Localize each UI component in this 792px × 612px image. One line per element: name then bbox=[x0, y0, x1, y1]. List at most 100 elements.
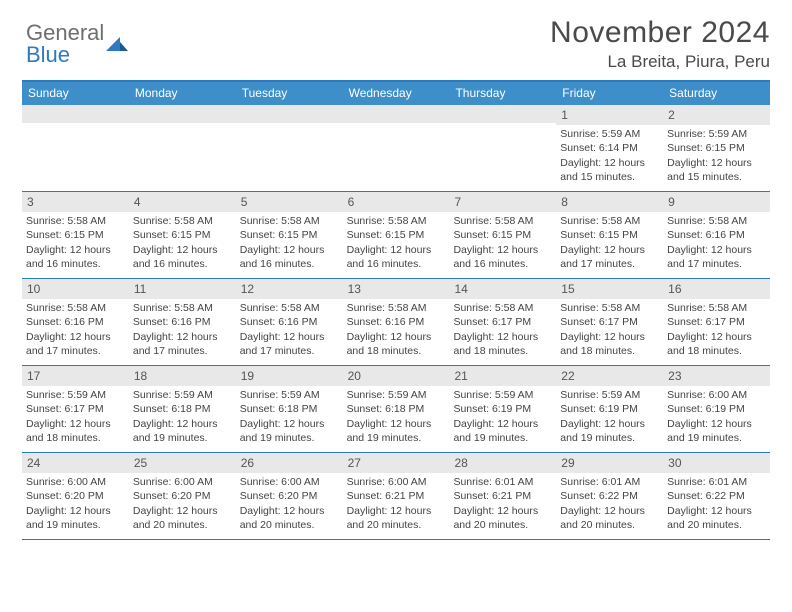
sunrise-text: Sunrise: 5:58 AM bbox=[667, 301, 766, 315]
day-number: 12 bbox=[236, 279, 343, 299]
sunrise-text: Sunrise: 6:01 AM bbox=[560, 475, 659, 489]
daylight-text: Daylight: 12 hours and 20 minutes. bbox=[560, 504, 659, 532]
day-number: 30 bbox=[663, 453, 770, 473]
calendar-cell: 25Sunrise: 6:00 AMSunset: 6:20 PMDayligh… bbox=[129, 453, 236, 539]
weeks-container: 1Sunrise: 5:59 AMSunset: 6:14 PMDaylight… bbox=[22, 105, 770, 540]
calendar-week: 17Sunrise: 5:59 AMSunset: 6:17 PMDayligh… bbox=[22, 366, 770, 453]
day-number: 16 bbox=[663, 279, 770, 299]
sunrise-text: Sunrise: 5:58 AM bbox=[26, 214, 125, 228]
calendar-cell: 18Sunrise: 5:59 AMSunset: 6:18 PMDayligh… bbox=[129, 366, 236, 452]
day-number: 24 bbox=[22, 453, 129, 473]
calendar-cell: 17Sunrise: 5:59 AMSunset: 6:17 PMDayligh… bbox=[22, 366, 129, 452]
calendar-cell: 1Sunrise: 5:59 AMSunset: 6:14 PMDaylight… bbox=[556, 105, 663, 191]
sunrise-text: Sunrise: 5:58 AM bbox=[347, 301, 446, 315]
day-body: Sunrise: 6:00 AMSunset: 6:19 PMDaylight:… bbox=[663, 386, 770, 447]
daylight-text: Daylight: 12 hours and 17 minutes. bbox=[133, 330, 232, 358]
day-body: Sunrise: 5:58 AMSunset: 6:16 PMDaylight:… bbox=[22, 299, 129, 360]
calendar-cell: 30Sunrise: 6:01 AMSunset: 6:22 PMDayligh… bbox=[663, 453, 770, 539]
calendar-cell: 11Sunrise: 5:58 AMSunset: 6:16 PMDayligh… bbox=[129, 279, 236, 365]
sunrise-text: Sunrise: 5:58 AM bbox=[453, 301, 552, 315]
calendar-cell: 12Sunrise: 5:58 AMSunset: 6:16 PMDayligh… bbox=[236, 279, 343, 365]
sunset-text: Sunset: 6:15 PM bbox=[240, 228, 339, 242]
day-body: Sunrise: 5:58 AMSunset: 6:17 PMDaylight:… bbox=[663, 299, 770, 360]
day-number bbox=[22, 105, 129, 123]
sunrise-text: Sunrise: 6:00 AM bbox=[347, 475, 446, 489]
daylight-text: Daylight: 12 hours and 18 minutes. bbox=[26, 417, 125, 445]
day-number: 15 bbox=[556, 279, 663, 299]
calendar-cell: 6Sunrise: 5:58 AMSunset: 6:15 PMDaylight… bbox=[343, 192, 450, 278]
day-body: Sunrise: 6:00 AMSunset: 6:20 PMDaylight:… bbox=[236, 473, 343, 534]
sunset-text: Sunset: 6:16 PM bbox=[240, 315, 339, 329]
daylight-text: Daylight: 12 hours and 16 minutes. bbox=[240, 243, 339, 271]
day-body bbox=[129, 123, 236, 127]
sunrise-text: Sunrise: 5:58 AM bbox=[560, 301, 659, 315]
logo-blue: Blue bbox=[26, 44, 104, 66]
day-number: 2 bbox=[663, 105, 770, 125]
sunset-text: Sunset: 6:20 PM bbox=[240, 489, 339, 503]
sunset-text: Sunset: 6:16 PM bbox=[26, 315, 125, 329]
day-body: Sunrise: 5:58 AMSunset: 6:15 PMDaylight:… bbox=[449, 212, 556, 273]
calendar-cell: 19Sunrise: 5:59 AMSunset: 6:18 PMDayligh… bbox=[236, 366, 343, 452]
calendar-cell: 15Sunrise: 5:58 AMSunset: 6:17 PMDayligh… bbox=[556, 279, 663, 365]
daylight-text: Daylight: 12 hours and 20 minutes. bbox=[240, 504, 339, 532]
daylight-text: Daylight: 12 hours and 15 minutes. bbox=[560, 156, 659, 184]
sunrise-text: Sunrise: 6:00 AM bbox=[26, 475, 125, 489]
calendar-cell: 16Sunrise: 5:58 AMSunset: 6:17 PMDayligh… bbox=[663, 279, 770, 365]
calendar-cell: 13Sunrise: 5:58 AMSunset: 6:16 PMDayligh… bbox=[343, 279, 450, 365]
day-number: 10 bbox=[22, 279, 129, 299]
day-number: 23 bbox=[663, 366, 770, 386]
daylight-text: Daylight: 12 hours and 18 minutes. bbox=[453, 330, 552, 358]
day-header-fri: Friday bbox=[556, 82, 663, 105]
day-header-sat: Saturday bbox=[663, 82, 770, 105]
calendar-cell: 27Sunrise: 6:00 AMSunset: 6:21 PMDayligh… bbox=[343, 453, 450, 539]
calendar-cell: 2Sunrise: 5:59 AMSunset: 6:15 PMDaylight… bbox=[663, 105, 770, 191]
calendar-cell bbox=[449, 105, 556, 191]
sunset-text: Sunset: 6:16 PM bbox=[133, 315, 232, 329]
daylight-text: Daylight: 12 hours and 15 minutes. bbox=[667, 156, 766, 184]
day-number bbox=[449, 105, 556, 123]
daylight-text: Daylight: 12 hours and 19 minutes. bbox=[133, 417, 232, 445]
day-body: Sunrise: 5:58 AMSunset: 6:15 PMDaylight:… bbox=[129, 212, 236, 273]
logo-text: General Blue bbox=[26, 22, 104, 66]
day-body: Sunrise: 5:58 AMSunset: 6:15 PMDaylight:… bbox=[236, 212, 343, 273]
day-body bbox=[22, 123, 129, 127]
sunset-text: Sunset: 6:21 PM bbox=[453, 489, 552, 503]
day-body: Sunrise: 5:58 AMSunset: 6:15 PMDaylight:… bbox=[343, 212, 450, 273]
daylight-text: Daylight: 12 hours and 20 minutes. bbox=[347, 504, 446, 532]
sunrise-text: Sunrise: 5:58 AM bbox=[667, 214, 766, 228]
day-number: 18 bbox=[129, 366, 236, 386]
sunset-text: Sunset: 6:20 PM bbox=[133, 489, 232, 503]
sunset-text: Sunset: 6:18 PM bbox=[240, 402, 339, 416]
daylight-text: Daylight: 12 hours and 17 minutes. bbox=[26, 330, 125, 358]
sunset-text: Sunset: 6:17 PM bbox=[667, 315, 766, 329]
sunset-text: Sunset: 6:19 PM bbox=[453, 402, 552, 416]
day-number: 7 bbox=[449, 192, 556, 212]
sunrise-text: Sunrise: 5:59 AM bbox=[240, 388, 339, 402]
sunset-text: Sunset: 6:19 PM bbox=[667, 402, 766, 416]
calendar-cell: 26Sunrise: 6:00 AMSunset: 6:20 PMDayligh… bbox=[236, 453, 343, 539]
sunrise-text: Sunrise: 5:58 AM bbox=[240, 301, 339, 315]
calendar-cell: 9Sunrise: 5:58 AMSunset: 6:16 PMDaylight… bbox=[663, 192, 770, 278]
day-number: 8 bbox=[556, 192, 663, 212]
daylight-text: Daylight: 12 hours and 20 minutes. bbox=[453, 504, 552, 532]
calendar-cell: 24Sunrise: 6:00 AMSunset: 6:20 PMDayligh… bbox=[22, 453, 129, 539]
day-body: Sunrise: 5:58 AMSunset: 6:15 PMDaylight:… bbox=[22, 212, 129, 273]
day-header-sun: Sunday bbox=[22, 82, 129, 105]
sunset-text: Sunset: 6:15 PM bbox=[453, 228, 552, 242]
calendar-cell: 5Sunrise: 5:58 AMSunset: 6:15 PMDaylight… bbox=[236, 192, 343, 278]
sunset-text: Sunset: 6:19 PM bbox=[560, 402, 659, 416]
sunrise-text: Sunrise: 5:58 AM bbox=[453, 214, 552, 228]
day-number: 20 bbox=[343, 366, 450, 386]
daylight-text: Daylight: 12 hours and 19 minutes. bbox=[667, 417, 766, 445]
sunrise-text: Sunrise: 5:59 AM bbox=[560, 388, 659, 402]
sunrise-text: Sunrise: 5:58 AM bbox=[240, 214, 339, 228]
daylight-text: Daylight: 12 hours and 19 minutes. bbox=[240, 417, 339, 445]
sunrise-text: Sunrise: 5:58 AM bbox=[347, 214, 446, 228]
day-number: 28 bbox=[449, 453, 556, 473]
calendar-cell: 28Sunrise: 6:01 AMSunset: 6:21 PMDayligh… bbox=[449, 453, 556, 539]
day-number: 17 bbox=[22, 366, 129, 386]
day-body: Sunrise: 5:58 AMSunset: 6:16 PMDaylight:… bbox=[129, 299, 236, 360]
sunrise-text: Sunrise: 5:59 AM bbox=[26, 388, 125, 402]
day-body: Sunrise: 6:00 AMSunset: 6:21 PMDaylight:… bbox=[343, 473, 450, 534]
sunrise-text: Sunrise: 5:58 AM bbox=[26, 301, 125, 315]
